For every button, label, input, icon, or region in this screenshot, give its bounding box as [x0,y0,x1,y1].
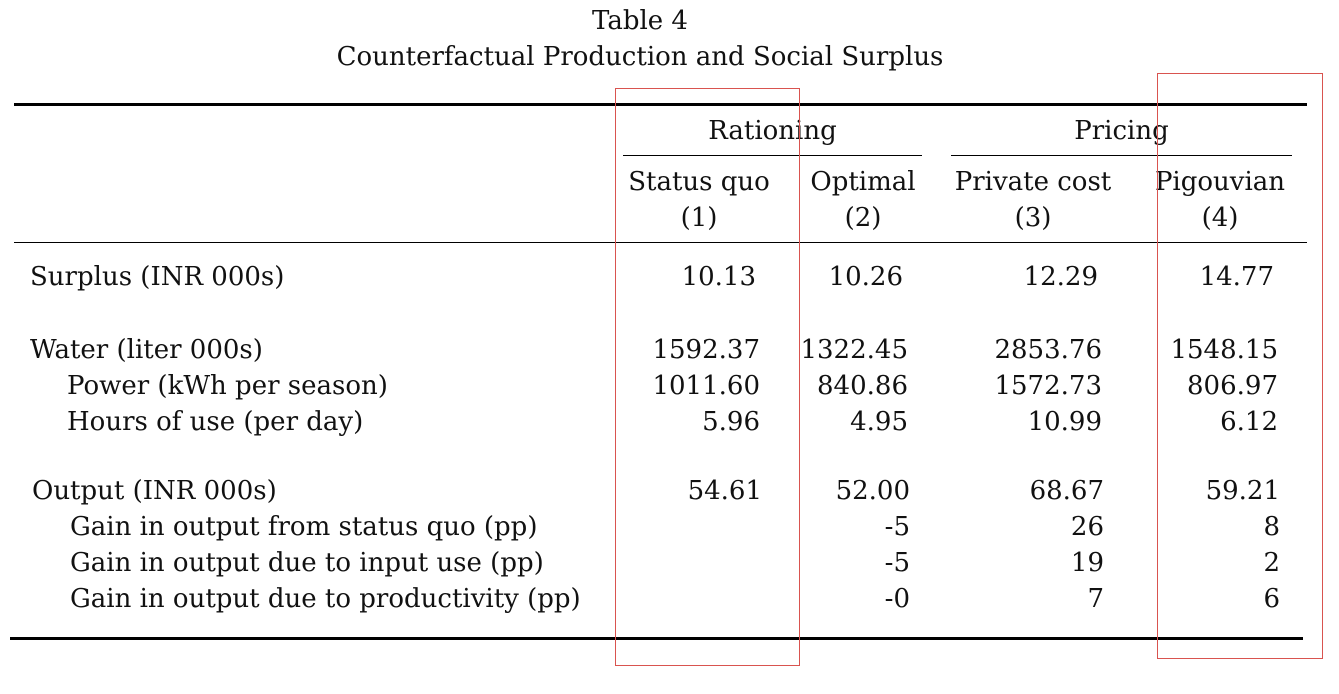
table-cell: 26 [1070,512,1104,542]
column-number: (2) [844,203,882,233]
table-cell: 5.96 [702,407,760,437]
row-label: Water (liter 000s) [30,335,263,365]
table-title: Counterfactual Production and Social Sur… [336,42,944,72]
table-cell: 10.26 [828,262,903,292]
table-cell: 52.00 [835,476,910,506]
table-cell: 59.21 [1205,476,1280,506]
row-label: Surplus (INR 000s) [30,262,285,292]
table-cell: 840.86 [817,371,908,401]
column-number: (4) [1201,203,1239,233]
table-cell: 1548.15 [1170,335,1278,365]
table-cell: 8 [1263,512,1280,542]
table-cell: 68.67 [1029,476,1104,506]
table-cell: 7 [1087,584,1104,614]
table-cell: 806.97 [1187,371,1278,401]
table-cell: -5 [884,512,910,542]
table-cell: 19 [1070,548,1104,578]
table-cell: 12.29 [1023,262,1098,292]
table-cell: 6 [1263,584,1280,614]
table-cell: -5 [884,548,910,578]
column-header: Pigouvian [1154,167,1286,197]
table-cell: 1011.60 [652,371,760,401]
table-cell: 1322.45 [800,335,908,365]
row-label: Hours of use (per day) [67,407,364,437]
bottom-rule [10,637,1303,640]
column-header: Private cost [954,167,1112,197]
table-cell: 1592.37 [652,335,760,365]
column-number: (3) [1014,203,1052,233]
table-label: Table 4 [592,6,688,36]
row-label: Power (kWh per season) [67,371,388,401]
table-cell: 2853.76 [994,335,1102,365]
column-4-highlight-box [1157,73,1323,659]
group-header-pricing: Pricing [1074,116,1169,146]
table-cell: 54.61 [687,476,762,506]
table-cell: 1572.73 [994,371,1102,401]
top-rule [14,103,1307,106]
table-cell: 10.13 [681,262,756,292]
table-cell: 4.95 [850,407,908,437]
row-label: Output (INR 000s) [32,476,277,506]
pricing-rule [951,155,1292,157]
column-header: Status quo [628,167,770,197]
header-rule [14,242,1307,244]
column-1-highlight-box [615,88,800,666]
row-label: Gain in output due to productivity (pp) [70,584,581,614]
table-cell: 2 [1263,548,1280,578]
rationing-rule [623,155,922,157]
table-cell: 14.77 [1199,262,1274,292]
column-number: (1) [680,203,718,233]
row-label: Gain in output from status quo (pp) [70,512,538,542]
table-cell: 6.12 [1220,407,1278,437]
column-header: Optimal [810,167,916,197]
table-cell: 10.99 [1027,407,1102,437]
row-label: Gain in output due to input use (pp) [70,548,544,578]
group-header-rationing: Rationing [708,116,837,146]
table-cell: -0 [884,584,910,614]
